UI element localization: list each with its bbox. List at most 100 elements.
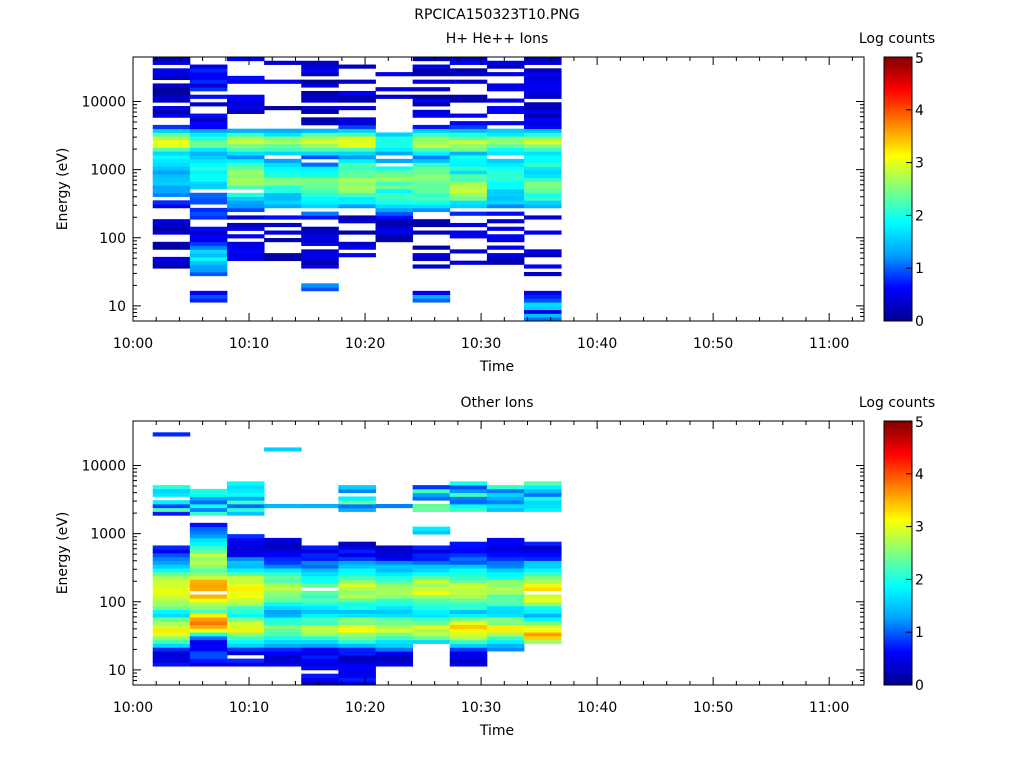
heatmap-cell	[524, 271, 562, 277]
heatmap-cell	[486, 72, 525, 77]
heatmap-cell	[152, 658, 191, 663]
heatmap-cell	[226, 500, 265, 505]
heatmap-cell	[226, 507, 265, 512]
heatmap-cell	[412, 605, 451, 610]
heatmap-cell	[524, 639, 562, 644]
plot-frame	[132, 56, 865, 322]
heatmap-cell	[301, 72, 339, 77]
heatmap-cell	[338, 613, 376, 618]
heatmap-cell	[449, 121, 488, 126]
heatmap-cell	[189, 586, 228, 592]
heatmap-cell	[301, 249, 339, 254]
heatmap-cell	[375, 564, 414, 569]
heatmap-cell	[524, 305, 562, 311]
heatmap-cell	[524, 121, 562, 126]
heatmap-cell	[189, 526, 228, 531]
heatmap-cell	[338, 488, 376, 494]
heatmap-cell	[152, 590, 191, 595]
heatmap-cell	[449, 249, 488, 254]
heatmap-cell	[486, 598, 525, 603]
heatmap-cell	[264, 590, 302, 595]
heatmap-cell	[226, 590, 265, 595]
heatmap-cell	[338, 639, 376, 644]
heatmap-cell	[226, 586, 265, 592]
heatmap-cell	[524, 60, 562, 65]
heatmap-cell	[449, 575, 488, 580]
heatmap-cell	[486, 571, 525, 577]
heatmap-cell	[524, 560, 562, 565]
heatmap-cell	[189, 541, 228, 546]
heatmap-cell	[338, 162, 376, 167]
heatmap-cell	[486, 136, 525, 141]
heatmap-cell	[338, 106, 376, 111]
heatmap-cell	[264, 639, 302, 644]
heatmap-cell	[338, 560, 376, 565]
heatmap-cell	[486, 541, 525, 546]
heatmap-cell	[226, 492, 265, 497]
heatmap-cell	[301, 658, 339, 663]
heatmap-cell	[412, 147, 451, 152]
heatmap-cell	[412, 586, 451, 592]
heatmap-cell	[449, 492, 488, 497]
heatmap-cell	[189, 571, 228, 577]
x-tick-label: 11:00	[809, 336, 849, 352]
heatmap-cell	[189, 537, 228, 543]
heatmap-cell	[449, 553, 488, 558]
y-tick-label: 1000	[90, 163, 126, 179]
heatmap-cell	[412, 132, 451, 137]
heatmap-cell	[486, 98, 525, 103]
heatmap-cell	[524, 132, 562, 137]
heatmap-cell	[412, 207, 451, 213]
heatmap-cell	[338, 620, 376, 626]
heatmap-cell	[301, 94, 339, 99]
heatmap-cell	[524, 481, 562, 486]
heatmap-cell	[449, 98, 488, 103]
colorbar-tick-label: 2	[915, 208, 924, 224]
heatmap-cell	[264, 503, 302, 509]
heatmap-cell	[301, 68, 339, 73]
heatmap-cell	[449, 620, 488, 626]
heatmap-cell	[189, 294, 228, 299]
heatmap-cell	[338, 136, 376, 141]
heatmap-cell	[524, 230, 562, 235]
heatmap-cell	[486, 586, 525, 592]
heatmap-cell	[412, 526, 451, 531]
heatmap-cell	[375, 94, 414, 99]
heatmap-cell	[264, 545, 302, 550]
heatmap-cell	[375, 177, 414, 182]
heatmap-cell	[412, 124, 451, 130]
heatmap-cell	[264, 620, 302, 626]
heatmap-cell	[449, 488, 488, 494]
heatmap-cell	[264, 106, 302, 111]
heatmap-cell	[412, 143, 451, 148]
heatmap-cell	[486, 60, 525, 65]
heatmap-cell	[412, 294, 451, 299]
heatmap-cell	[301, 545, 339, 550]
heatmap-cell	[412, 192, 451, 197]
heatmap-cell	[152, 575, 191, 580]
heatmap-cell	[301, 605, 339, 610]
heatmap-cell	[152, 166, 191, 171]
heatmap-cell	[449, 560, 488, 565]
heatmap-cell	[226, 173, 265, 179]
heatmap-cell	[226, 147, 265, 152]
heatmap-cell	[226, 106, 265, 111]
heatmap-cell	[189, 241, 228, 246]
heatmap-cell	[301, 564, 339, 569]
heatmap-cell	[412, 613, 451, 618]
heatmap-cell	[449, 503, 488, 509]
heatmap-cell	[189, 579, 228, 584]
heatmap-cell	[412, 109, 451, 114]
heatmap-cell	[264, 658, 302, 663]
heatmap-cell	[189, 643, 228, 648]
heatmap-cell	[264, 602, 302, 607]
heatmap-cell	[449, 200, 488, 205]
heatmap-cell	[338, 219, 376, 224]
heatmap-cell	[264, 624, 302, 629]
heatmap-cell	[152, 602, 191, 607]
heatmap-cell	[264, 222, 302, 228]
heatmap-cell	[338, 177, 376, 182]
heatmap-cell	[524, 72, 562, 77]
heatmap-cell	[375, 170, 414, 175]
heatmap-cell	[486, 185, 525, 190]
